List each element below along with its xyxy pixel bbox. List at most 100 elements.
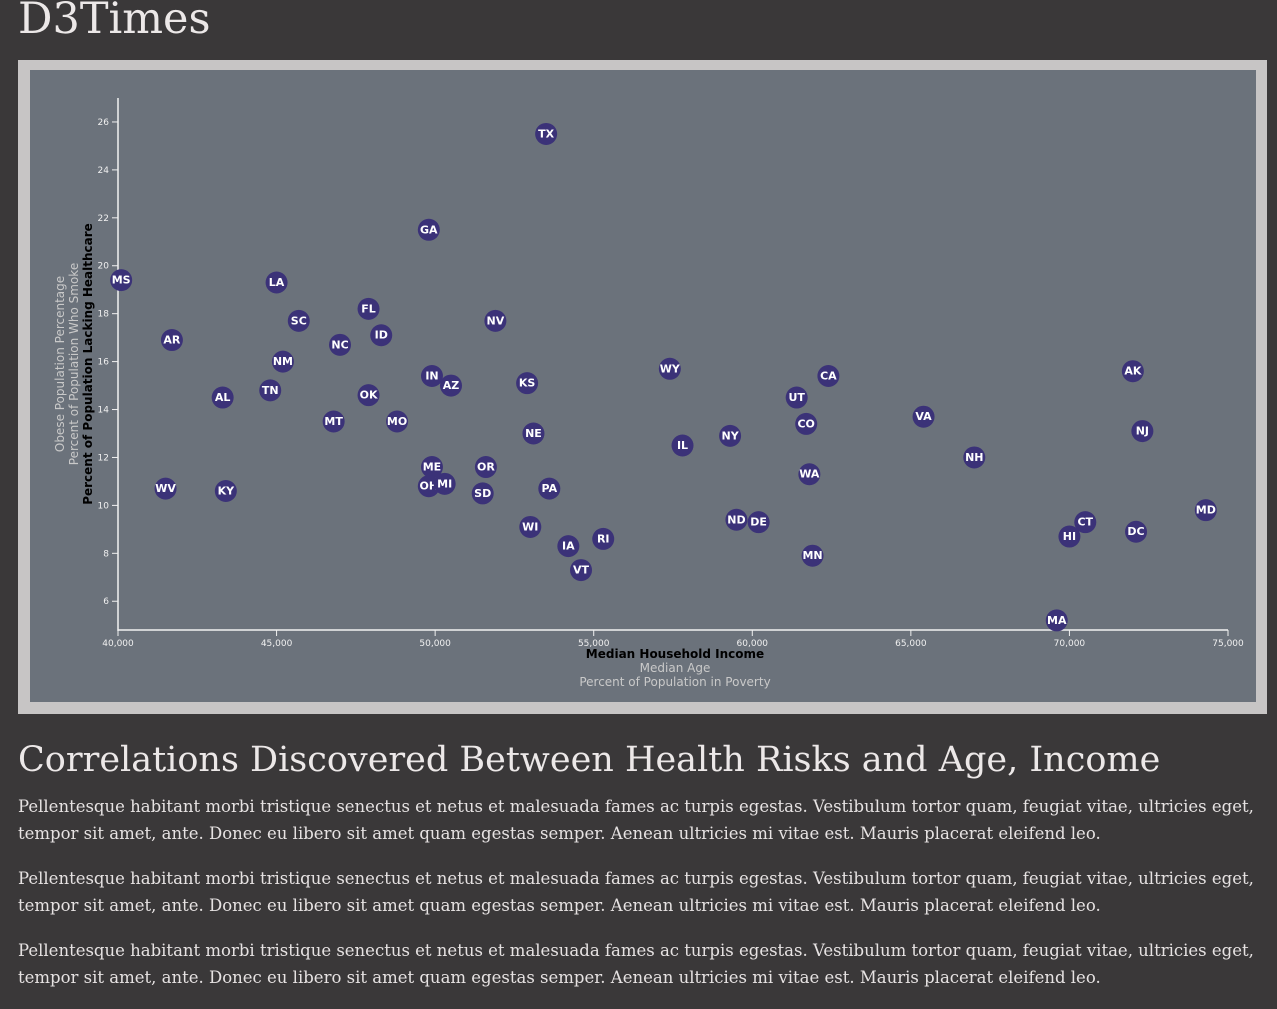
state-marker[interactable] [1125,520,1148,543]
state-marker[interactable] [557,535,580,558]
state-marker[interactable] [1121,360,1144,383]
state-marker[interactable] [271,350,294,373]
state-label: KS [519,377,536,390]
state-marker[interactable] [265,271,288,294]
state-marker[interactable] [440,374,462,397]
state-label: NJ [1136,425,1149,438]
state-marker[interactable] [329,333,351,356]
state-label: NC [331,338,348,351]
state-marker[interactable] [484,309,507,332]
state-label: OR [477,461,495,474]
x-tick-label: 50,000 [419,639,451,649]
state-marker[interactable] [211,386,234,409]
state-marker[interactable] [592,527,615,550]
state-label: TX [538,127,555,140]
state-label: WA [799,468,820,481]
state-label: MT [324,415,343,428]
state-label: KY [218,485,236,498]
state-marker[interactable] [357,384,380,407]
state-marker[interactable] [474,456,497,479]
state-marker[interactable] [538,477,561,500]
state-label: AZ [443,379,460,392]
state-marker[interactable] [1058,525,1081,548]
y-tick-label: 24 [98,166,110,176]
state-label: OH [420,480,439,493]
y-tick-label: 22 [98,214,109,224]
state-marker[interactable] [963,446,986,469]
state-marker[interactable] [725,508,748,531]
state-marker[interactable] [471,482,494,505]
state-marker[interactable] [912,405,935,428]
state-label: IN [425,369,438,382]
y-axis-option[interactable]: Percent of Population Lacking Healthcare [81,223,95,505]
state-marker[interactable] [214,480,237,503]
state-label: LA [269,276,285,289]
state-marker[interactable] [287,309,310,332]
state-label: MN [802,549,822,562]
x-axis-option[interactable]: Median Household Income [586,647,764,661]
state-marker[interactable] [1194,499,1217,522]
state-marker[interactable] [1131,420,1154,443]
y-axis-option[interactable]: Percent of Population Who Smoke [67,263,81,465]
state-label: MA [1047,614,1067,627]
state-marker[interactable] [785,386,808,409]
state-label: UT [788,391,805,404]
x-tick-label: 65,000 [895,639,927,649]
state-marker[interactable] [522,422,545,445]
state-label: CO [797,417,814,430]
x-tick-label: 70,000 [1054,639,1086,649]
state-marker[interactable] [519,515,542,538]
state-marker[interactable] [370,324,393,347]
state-marker[interactable] [817,364,840,387]
state-marker[interactable] [322,410,345,433]
state-label: WV [155,482,176,495]
state-marker[interactable] [386,410,409,433]
state-marker[interactable] [719,424,742,447]
state-marker[interactable] [110,269,133,292]
x-axis-option[interactable]: Median Age [640,661,711,675]
state-label: SD [474,487,491,500]
x-axis-option[interactable]: Percent of Population in Poverty [579,675,770,689]
state-label: CA [820,369,837,382]
y-tick-label: 20 [98,262,110,272]
state-marker[interactable] [1074,511,1097,534]
paragraph: Pellentesque habitant morbi tristique se… [18,869,1254,915]
y-tick-label: 10 [98,501,110,511]
state-marker[interactable] [516,372,539,395]
state-marker[interactable] [160,329,183,352]
paragraph: Pellentesque habitant morbi tristique se… [18,941,1254,987]
state-marker[interactable] [570,559,593,582]
state-marker[interactable] [658,357,681,380]
y-tick-label: 16 [98,358,110,368]
state-label: DE [750,516,767,529]
state-marker[interactable] [795,412,818,435]
y-tick-label: 12 [98,453,109,463]
y-tick-label: 18 [98,310,110,320]
state-marker[interactable] [535,122,558,145]
state-marker[interactable] [801,544,824,567]
state-label: MS [112,274,131,287]
state-marker[interactable] [433,472,456,495]
state-label: PA [542,482,558,495]
state-marker[interactable] [417,218,440,241]
state-label: WI [522,520,538,533]
state-label: AR [163,334,181,347]
state-marker[interactable] [259,379,282,402]
state-marker[interactable] [420,456,443,479]
y-tick-label: 14 [98,406,110,416]
state-label: NV [487,314,505,327]
state-marker[interactable] [798,463,821,486]
state-label: TN [262,384,279,397]
y-axis-option[interactable]: Obese Population Percentage [53,276,67,452]
state-label: SC [291,314,307,327]
scatter-chart: 40,000 45,000 50,000 55,000 60,000 65,000 70,0… [53,98,1244,689]
state-marker[interactable] [357,297,380,320]
article-body: Pellentesque habitant morbi tristique se… [18,793,1263,1009]
state-marker[interactable] [154,477,177,500]
state-label: RI [597,532,610,545]
state-marker[interactable] [1045,609,1068,632]
state-label: NH [965,451,983,464]
state-marker[interactable] [747,511,770,534]
state-marker[interactable] [671,434,694,457]
state-marker[interactable] [420,364,443,387]
